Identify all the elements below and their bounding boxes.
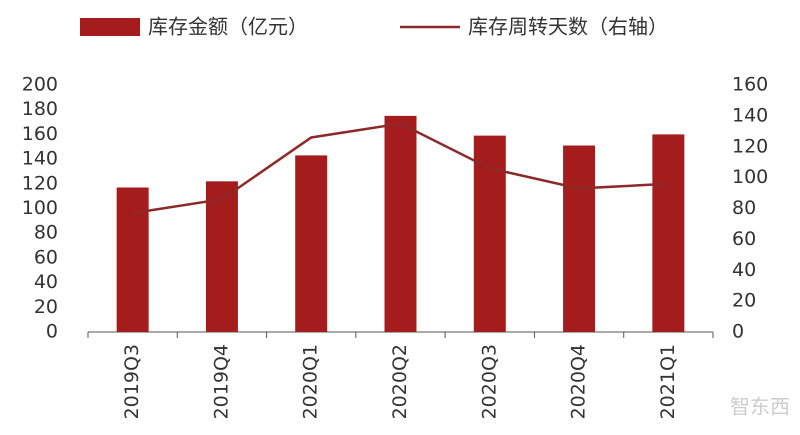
y-tick-label: 200 [22, 74, 58, 96]
x-tick-label: 2020Q2 [389, 344, 411, 419]
y-tick-label: 120 [22, 172, 58, 194]
bar [563, 145, 596, 332]
y2-tick-label: 80 [732, 197, 756, 219]
y2-tick-label: 100 [732, 166, 768, 188]
legend-swatch [80, 18, 140, 36]
x-tick-label: 2021Q1 [657, 344, 679, 419]
y2-tick-label: 0 [732, 321, 744, 343]
y-tick-label: 60 [34, 246, 58, 268]
y-tick-label: 80 [34, 222, 58, 244]
legend-label: 库存周转天数（右轴） [468, 15, 668, 39]
x-tick-label: 2020Q4 [568, 344, 590, 419]
bar [384, 115, 417, 332]
x-tick-label: 2020Q3 [478, 344, 500, 419]
y2-tick-label: 120 [732, 135, 768, 157]
y-tick-label: 180 [22, 98, 58, 120]
bar [295, 155, 328, 332]
x-tick-label: 2020Q1 [300, 344, 322, 419]
line [132, 122, 669, 215]
y2-tick-label: 60 [732, 228, 756, 250]
y-tick-label: 140 [22, 148, 58, 170]
x-tick-label: 2019Q3 [121, 344, 143, 419]
bar [116, 187, 149, 332]
bar [205, 181, 238, 332]
bar [652, 134, 685, 332]
y-tick-label: 0 [46, 321, 58, 343]
y2-tick-label: 160 [732, 74, 768, 96]
y-tick-label: 160 [22, 123, 58, 145]
x-tick-label: 2019Q4 [210, 344, 232, 419]
y-tick-label: 40 [34, 271, 58, 293]
y-tick-label: 100 [22, 197, 58, 219]
y2-tick-label: 20 [732, 290, 756, 312]
y2-tick-label: 40 [732, 259, 756, 281]
y-tick-label: 20 [34, 296, 58, 318]
bar [473, 135, 506, 332]
legend-label: 库存金额（亿元） [148, 15, 308, 39]
y2-tick-label: 140 [732, 104, 768, 126]
watermark: 智东西 [730, 395, 790, 419]
